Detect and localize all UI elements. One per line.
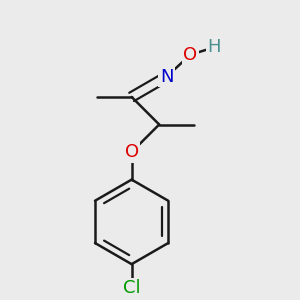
Text: O: O (124, 143, 139, 161)
Text: H: H (208, 38, 221, 56)
Text: O: O (183, 46, 197, 64)
Text: N: N (160, 68, 173, 86)
Text: Cl: Cl (123, 279, 140, 297)
